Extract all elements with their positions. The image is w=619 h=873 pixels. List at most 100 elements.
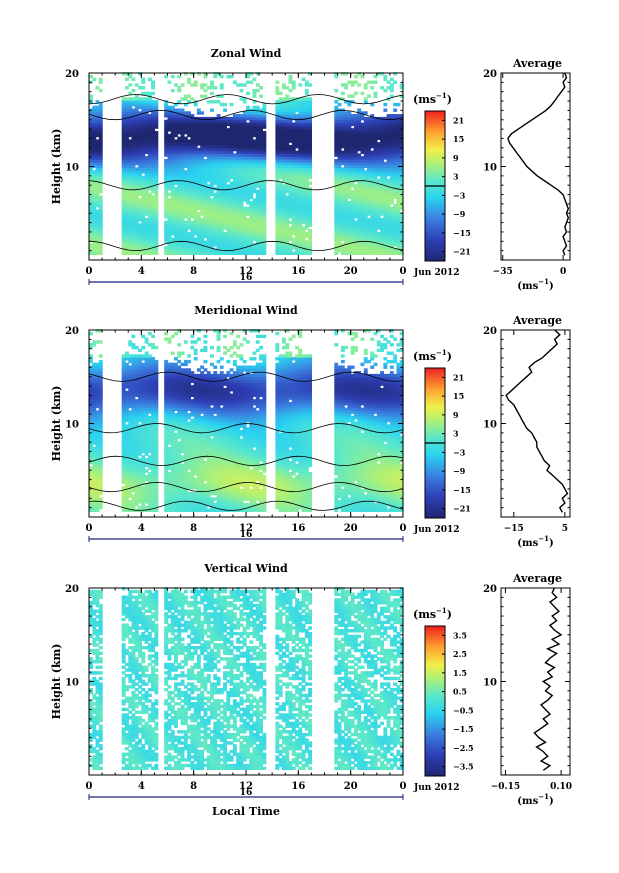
heatmap-cell: [141, 396, 146, 400]
heatmap-cell: [125, 488, 129, 493]
heatmap-cell: [167, 234, 172, 239]
heatmap-cell: [295, 122, 299, 126]
heatmap-cell: [301, 77, 306, 82]
heatmap-cell: [98, 173, 103, 177]
heatmap-cell: [216, 145, 221, 149]
heatmap-cell: [167, 128, 172, 132]
heatmap-cell: [353, 147, 358, 152]
heatmap-cell: [196, 246, 201, 250]
heatmap-cell: [340, 159, 345, 163]
heatmap-cell: [370, 145, 375, 149]
heatmap-cell: [285, 86, 290, 90]
heatmap-cell: [399, 181, 404, 185]
heatmap-cell: [357, 108, 362, 112]
heatmap-cell: [255, 217, 260, 222]
heatmap-cell: [141, 251, 146, 255]
heatmap-cell: [347, 206, 352, 211]
heatmap-cell: [167, 159, 172, 163]
heatmap-cell: [340, 111, 345, 115]
heatmap-cell: [164, 212, 169, 216]
heatmap-cell: [134, 159, 139, 163]
heatmap-cell: [334, 100, 339, 104]
heatmap-cell: [151, 100, 155, 104]
heatmap-cell: [95, 427, 100, 431]
heatmap-cell: [282, 232, 286, 236]
heatmap-cell: [291, 251, 296, 255]
heatmap-cell: [239, 192, 244, 197]
heatmap-cell: [89, 438, 93, 442]
heatmap-cell: [246, 184, 250, 188]
heatmap-cell: [370, 102, 375, 107]
heatmap-cell: [242, 150, 247, 154]
heatmap-cell: [363, 145, 368, 149]
heatmap-cell: [344, 251, 348, 255]
heatmap-cell: [167, 133, 172, 138]
heatmap-cell: [278, 164, 283, 168]
heatmap-cell: [144, 108, 149, 112]
heatmap-cell: [380, 237, 384, 241]
heatmap-cell: [177, 142, 182, 146]
heatmap-cell: [295, 164, 299, 168]
heatmap-cell: [216, 209, 221, 213]
heatmap-cell: [138, 184, 142, 188]
heatmap-cell: [242, 187, 247, 191]
heatmap-cell: [357, 229, 362, 233]
heatmap-cell: [170, 131, 175, 135]
heatmap-cell: [196, 189, 201, 194]
heatmap-cell: [350, 215, 355, 219]
heatmap-cell: [288, 209, 293, 213]
heatmap-cell: [357, 161, 362, 166]
heatmap-cell: [89, 170, 93, 174]
heatmap-cell: [367, 131, 371, 135]
heatmap-cell: [242, 215, 247, 219]
heatmap-cell: [347, 248, 352, 253]
heatmap-cell: [373, 234, 378, 239]
heatmap-cell: [370, 114, 375, 118]
heatmap-cell: [278, 111, 283, 115]
heatmap-cell: [396, 198, 401, 202]
heatmap-cell: [187, 212, 191, 216]
heatmap-cell: [295, 234, 299, 239]
heatmap-cell: [367, 178, 371, 183]
heatmap-cell: [252, 153, 257, 157]
heatmap-cell: [383, 142, 388, 146]
heatmap-cell: [131, 251, 136, 255]
heatmap-cell: [219, 74, 224, 79]
heatmap-cell: [353, 232, 358, 236]
heatmap-cell: [128, 430, 133, 434]
heatmap-cell: [95, 421, 100, 425]
heatmap-cell: [275, 173, 280, 177]
heatmap-cell: [285, 215, 290, 219]
heatmap-cell: [334, 159, 339, 163]
heatmap-cell: [131, 390, 136, 395]
heatmap-cell: [121, 167, 126, 171]
heatmap-cell: [134, 430, 139, 434]
heatmap-cell: [128, 508, 133, 512]
heatmap-cell: [275, 88, 280, 93]
y-axis-label: Height (km): [50, 129, 63, 205]
heatmap-cell: [138, 226, 142, 230]
heatmap-cell: [138, 444, 142, 448]
heatmap-cell: [229, 147, 234, 152]
heatmap-cell: [164, 195, 169, 199]
heatmap-cell: [92, 203, 97, 208]
heatmap-cell: [128, 142, 133, 146]
heatmap-cell: [141, 404, 146, 409]
heatmap-cell: [144, 122, 149, 126]
heatmap-cell: [223, 125, 227, 129]
heatmap-cell: [291, 114, 296, 118]
heatmap-cell: [393, 203, 398, 208]
heatmap-cell: [125, 466, 129, 470]
heatmap-cell: [255, 237, 260, 241]
heatmap-cell: [393, 131, 398, 135]
heatmap-cell: [151, 80, 155, 84]
heatmap-cell: [252, 91, 257, 96]
heatmap-cell: [187, 77, 191, 82]
heatmap-cell: [337, 164, 342, 168]
heatmap-cell: [151, 187, 155, 191]
heatmap-cell: [239, 201, 244, 205]
heatmap-cell: [177, 243, 182, 247]
heatmap-cell: [180, 251, 185, 255]
heatmap-cell: [128, 187, 133, 191]
heatmap-cell: [193, 220, 198, 225]
